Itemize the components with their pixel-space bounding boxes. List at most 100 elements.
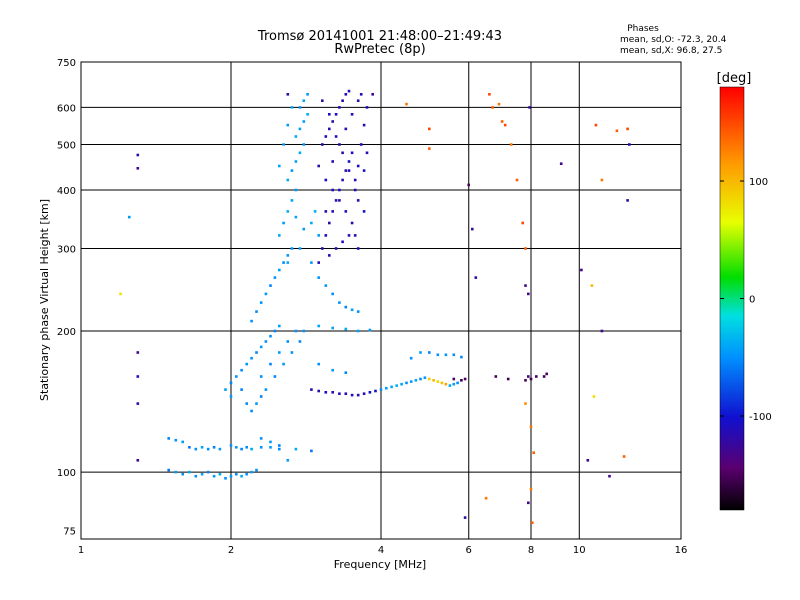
data-point	[362, 169, 366, 172]
data-point	[356, 99, 360, 102]
data-point	[310, 261, 313, 264]
x-tick-label: 16	[675, 545, 688, 556]
data-point	[324, 234, 328, 237]
data-point	[194, 447, 198, 451]
data-point	[282, 261, 285, 264]
data-point	[259, 446, 263, 449]
data-point	[282, 143, 285, 146]
data-point	[119, 292, 122, 296]
data-point	[273, 276, 277, 279]
y-axis-ticks: 75 100 200 300 400 500 600 750	[57, 58, 76, 538]
data-point	[206, 470, 210, 474]
data-point	[444, 353, 448, 357]
grid-lines	[81, 62, 681, 539]
data-point	[235, 472, 238, 476]
data-point	[600, 178, 604, 182]
data-point	[456, 381, 459, 385]
data-point	[324, 135, 328, 138]
data-point	[269, 440, 272, 444]
x-tick-label: 2	[228, 545, 234, 556]
data-point	[400, 382, 403, 386]
data-point	[286, 123, 290, 127]
data-point	[306, 113, 309, 116]
data-point	[313, 210, 317, 213]
data-point	[136, 153, 140, 157]
data-point	[338, 106, 341, 109]
data-point	[622, 455, 626, 458]
data-point	[229, 444, 233, 447]
data-point	[136, 351, 140, 354]
data-point	[317, 276, 320, 279]
data-point	[310, 449, 313, 453]
data-point	[317, 389, 320, 393]
data-point	[362, 392, 366, 395]
data-point	[527, 501, 530, 505]
data-point	[255, 351, 258, 354]
data-point	[353, 188, 357, 192]
data-point	[341, 99, 344, 102]
data-point	[294, 188, 298, 192]
data-point	[390, 385, 393, 389]
data-point	[362, 210, 366, 213]
y-axis-label: Stationary phase Virtual Height [km]	[38, 199, 51, 401]
data-point	[278, 444, 281, 447]
data-point	[341, 178, 344, 182]
data-point	[298, 106, 302, 109]
data-point	[298, 340, 302, 343]
data-point	[302, 143, 306, 146]
data-point	[136, 402, 140, 405]
data-point	[286, 340, 290, 343]
data-point	[338, 143, 341, 146]
data-point	[167, 437, 170, 440]
data-point	[460, 355, 463, 359]
x-axis-label: Frequency [MHz]	[334, 558, 426, 571]
data-point	[474, 276, 478, 279]
data-point	[240, 388, 243, 391]
x-tick-label: 1	[78, 545, 84, 556]
data-point	[521, 221, 524, 225]
data-point	[440, 381, 444, 385]
data-point	[347, 160, 351, 163]
data-point	[235, 375, 238, 378]
data-point	[290, 199, 294, 202]
colorbar-ticks: 100 0 -100	[720, 177, 772, 423]
data-point	[328, 221, 331, 225]
data-point	[347, 89, 351, 93]
data-point	[527, 375, 530, 378]
data-point	[338, 392, 341, 395]
data-point	[294, 447, 298, 451]
data-point	[515, 178, 519, 182]
data-point	[282, 221, 285, 225]
data-point	[419, 377, 422, 381]
data-point	[368, 391, 372, 394]
data-point	[344, 305, 348, 309]
data-point	[350, 393, 354, 397]
data-point	[317, 234, 320, 237]
data-point	[324, 391, 328, 394]
data-point	[524, 247, 527, 250]
data-point	[331, 188, 334, 192]
chart-title: Tromsø 20141001 21:48:00–21:49:43	[257, 29, 502, 44]
data-point	[235, 446, 238, 449]
data-point	[423, 376, 427, 379]
data-point	[321, 247, 324, 250]
data-point	[331, 160, 334, 163]
data-point	[356, 329, 360, 333]
data-point	[356, 393, 360, 397]
phase-x-stats: mean, sd,X: 96.8, 27.5	[620, 46, 722, 56]
data-point	[290, 351, 294, 354]
data-point	[269, 446, 272, 449]
data-point	[286, 254, 290, 257]
data-point	[278, 324, 281, 328]
data-point	[542, 375, 546, 378]
data-point	[592, 395, 596, 398]
y-tick-label: 200	[57, 327, 76, 338]
data-point	[463, 516, 467, 519]
data-point	[174, 470, 178, 474]
data-point	[414, 379, 418, 382]
data-point	[608, 474, 611, 478]
data-point	[405, 381, 408, 385]
data-point	[524, 379, 527, 382]
data-point	[136, 375, 140, 378]
data-point	[362, 123, 366, 127]
